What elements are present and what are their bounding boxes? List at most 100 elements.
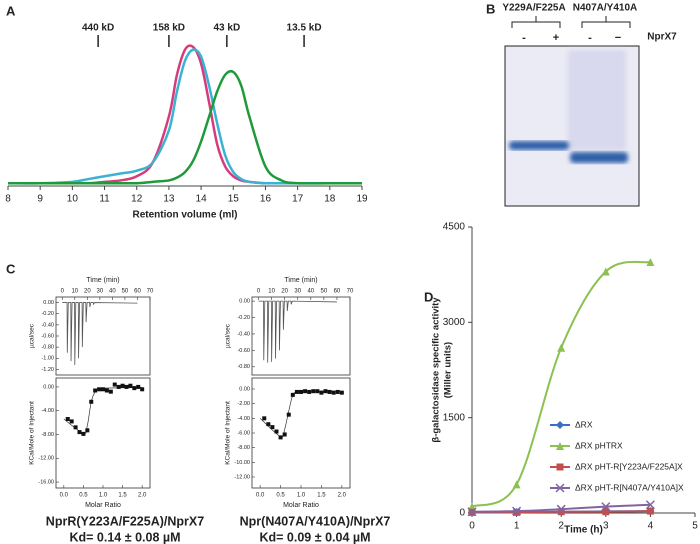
- x-tick-label: 50: [321, 289, 328, 295]
- y-tick-label: 0.00: [239, 386, 250, 392]
- x-axis-label: Molar Ratio: [283, 502, 319, 509]
- point: [278, 435, 283, 440]
- y-tick-label: 0.00: [43, 300, 54, 306]
- series-line: [7, 48, 362, 185]
- point: [104, 388, 109, 393]
- ligand-label: NprX7: [647, 32, 677, 43]
- x-tick-label: 2: [558, 521, 564, 532]
- point: [557, 508, 565, 516]
- point: [299, 389, 303, 394]
- y-tick-label: -16.00: [38, 480, 54, 486]
- x-tick-label: 17: [292, 194, 304, 205]
- point: [89, 399, 94, 404]
- point: [601, 502, 611, 512]
- y-axis-label: KCal/Mole of Injectant: [29, 401, 36, 465]
- point: [266, 422, 271, 427]
- x-tick-label: 60: [334, 289, 341, 295]
- y-tick-label: 0.00: [239, 299, 250, 305]
- y-tick-label: -0.80: [237, 364, 250, 370]
- mutant-label: N407A/Y410A: [573, 3, 637, 14]
- subtitle: Kd= 0.09 ± 0.04 µM: [260, 530, 371, 544]
- x-tick-label: 2.0: [338, 493, 347, 499]
- gel-smear: [568, 50, 626, 150]
- lane-label: -: [588, 32, 592, 44]
- point: [303, 389, 308, 394]
- x-tick-label: 20: [281, 289, 288, 295]
- y-tick-label: 0.00: [43, 384, 54, 390]
- x-tick-label: 8: [5, 194, 11, 205]
- point: [307, 389, 312, 394]
- fit-line: [259, 390, 342, 438]
- point: [132, 386, 137, 391]
- x-tick-label: 13: [163, 194, 175, 205]
- panel-b: B Y229A/F225A N407A/Y410A - + - − NprX7: [486, 1, 677, 207]
- x-tick-label: 12: [131, 194, 143, 205]
- x-tick-label: 50: [122, 289, 129, 295]
- y-tick-label: -8.00: [41, 432, 54, 438]
- y-tick-label: -2.00: [237, 401, 250, 407]
- size-marker-label: 13.5 kD: [287, 23, 322, 34]
- x-tick-label: 11: [99, 194, 110, 205]
- point: [270, 425, 275, 430]
- y-tick-label: -1.00: [41, 356, 54, 362]
- x-tick-label: 70: [147, 289, 154, 295]
- x-tick-label: 18: [324, 194, 336, 205]
- lane-label: −: [615, 32, 621, 44]
- legend-label: ΔRX pHTRX: [575, 440, 623, 450]
- point: [557, 343, 566, 352]
- point: [77, 430, 82, 435]
- x-axis-label: Molar Ratio: [85, 502, 121, 509]
- point: [69, 419, 74, 424]
- x-axis-label: Time (h): [564, 525, 603, 536]
- point: [97, 387, 102, 392]
- point: [556, 421, 564, 429]
- y-tick-label: -12.00: [38, 456, 54, 462]
- subtitle: Kd= 0.14 ± 0.08 µM: [70, 530, 181, 544]
- raw-trace: [258, 300, 337, 363]
- point: [556, 504, 566, 514]
- point: [646, 257, 655, 266]
- legend-label: ΔRX: [575, 419, 593, 429]
- point: [112, 382, 117, 387]
- x-tick-label: 30: [294, 289, 301, 295]
- point: [282, 432, 287, 437]
- point: [468, 502, 476, 511]
- size-marker-label: 158 kD: [153, 23, 185, 34]
- point: [602, 508, 610, 516]
- point: [108, 389, 113, 394]
- y-tick-label: 1500: [443, 412, 466, 423]
- y-tick-label: -6.00: [237, 430, 250, 436]
- plot-frame: [55, 296, 151, 376]
- series-line: [471, 260, 651, 508]
- x-tick-label: 0: [61, 289, 65, 295]
- panel-letter: A: [6, 3, 16, 18]
- point: [101, 387, 105, 392]
- x-tick-label: 5: [692, 521, 698, 532]
- y-tick-label: -0.80: [41, 345, 54, 351]
- x-tick-label: 9: [37, 194, 43, 205]
- point: [323, 389, 328, 394]
- point: [81, 431, 86, 436]
- x-tick-label: 1.5: [317, 493, 326, 499]
- point: [136, 384, 141, 389]
- point: [646, 507, 654, 515]
- y-tick-label: -1.20: [41, 367, 54, 373]
- point: [335, 389, 340, 394]
- point: [294, 389, 299, 394]
- point: [120, 383, 125, 388]
- x-tick-label: 3: [603, 521, 609, 532]
- legend-label: ΔRX pHT-R[N407A/Y410A]X: [575, 482, 684, 492]
- y-tick-label: -8.00: [237, 445, 250, 451]
- y-tick-label: 3000: [443, 317, 466, 328]
- x-tick-label: 1.0: [297, 493, 306, 499]
- y-axis-label: µcal/sec: [29, 323, 36, 348]
- y-tick-label: -4.00: [237, 416, 250, 422]
- gel-band: [509, 141, 569, 150]
- point: [290, 392, 295, 397]
- series-line: [8, 69, 362, 185]
- title: Npr(N407A/Y410A)/NprX7: [240, 514, 391, 528]
- point: [512, 480, 521, 489]
- point: [93, 388, 98, 393]
- point: [116, 384, 121, 389]
